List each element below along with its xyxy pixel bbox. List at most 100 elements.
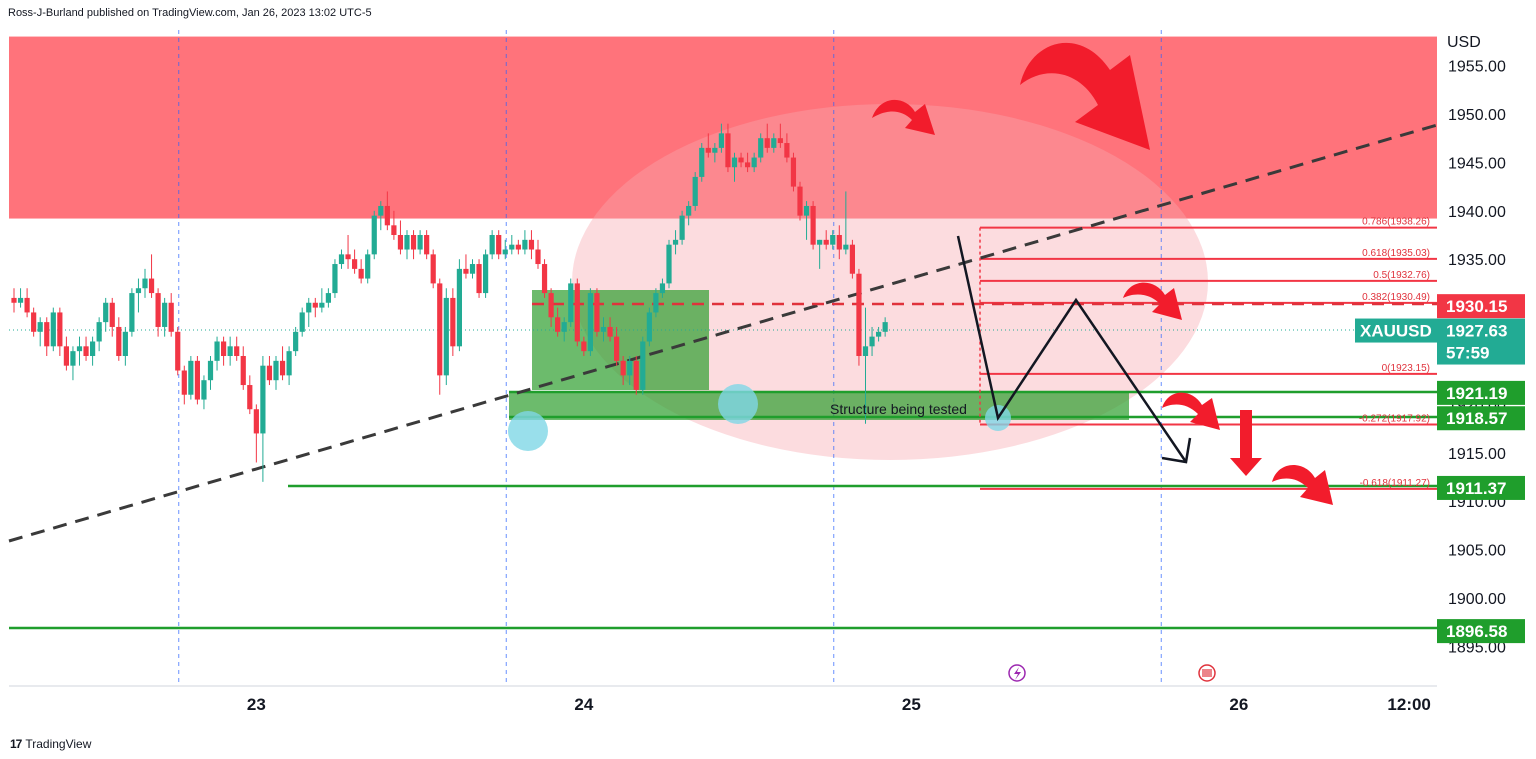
candle-body bbox=[148, 278, 155, 294]
price-level-value: 1918.57 bbox=[1446, 409, 1507, 428]
projection-path bbox=[956, 235, 1192, 464]
candle-body bbox=[299, 312, 305, 332]
price-level-value: 1921.19 bbox=[1446, 384, 1507, 403]
candle-body bbox=[175, 331, 181, 371]
candle-body bbox=[568, 283, 574, 323]
candle-body bbox=[201, 380, 207, 400]
candle-body bbox=[797, 186, 803, 216]
last-price-value: 1927.63 bbox=[1446, 322, 1507, 341]
fib-level-label: -0.618(1911.27) bbox=[1360, 478, 1430, 489]
candle-body bbox=[266, 365, 273, 381]
candle-body bbox=[751, 157, 757, 168]
highlight-ellipse bbox=[572, 104, 1208, 460]
candle-body bbox=[194, 360, 200, 400]
price-level-badge bbox=[1437, 380, 1525, 405]
candle-body bbox=[548, 293, 554, 318]
candle-body bbox=[718, 133, 724, 148]
fib-level-label: 0.618(1935.03) bbox=[1362, 248, 1430, 259]
candle-body bbox=[745, 162, 751, 168]
candle-body bbox=[509, 244, 515, 250]
candle-body bbox=[57, 312, 63, 347]
price-level-badge bbox=[1437, 406, 1525, 431]
price-tick-label: 1945.00 bbox=[1448, 155, 1506, 172]
candle-body bbox=[96, 322, 102, 342]
time-tick-label: 24 bbox=[574, 695, 593, 714]
candle-body bbox=[686, 205, 692, 216]
curved-arrow-icon bbox=[1123, 282, 1182, 320]
candle-body bbox=[214, 341, 220, 361]
candle-body bbox=[247, 385, 253, 410]
candle-body bbox=[522, 239, 528, 250]
structure-zone-box bbox=[509, 392, 1129, 420]
candle-body bbox=[836, 235, 842, 250]
publisher-credit: Ross-J-Burland published on TradingView.… bbox=[8, 7, 372, 19]
symbol-label: XAUUSD bbox=[1360, 322, 1432, 341]
candle-body bbox=[410, 235, 417, 250]
candle-body bbox=[450, 297, 456, 347]
candle-body bbox=[378, 205, 384, 216]
candle-body bbox=[528, 239, 535, 250]
fib-level-label: -0.272(1917.92) bbox=[1359, 414, 1430, 425]
candle-body bbox=[227, 346, 233, 356]
price-level-value: 1930.15 bbox=[1446, 297, 1507, 316]
candle-body bbox=[574, 283, 580, 342]
candle-body bbox=[31, 312, 37, 332]
candle-body bbox=[358, 268, 364, 279]
candle-body bbox=[541, 264, 548, 294]
price-tick-label: 1935.00 bbox=[1448, 252, 1506, 269]
candle-body bbox=[463, 268, 469, 274]
candle-body bbox=[17, 297, 24, 303]
candle-body bbox=[849, 244, 855, 274]
candle-body bbox=[332, 264, 338, 294]
down-arrows bbox=[872, 42, 1333, 505]
price-tick-label: 1950.00 bbox=[1448, 107, 1506, 124]
candle-body bbox=[286, 351, 292, 376]
candle-body bbox=[162, 302, 168, 327]
candle-body bbox=[856, 273, 862, 356]
candle-body bbox=[725, 133, 731, 168]
candle-body bbox=[672, 239, 679, 245]
candle-body bbox=[862, 346, 869, 356]
candle-body bbox=[240, 356, 246, 386]
swing-low-marker bbox=[508, 411, 548, 451]
candle-body bbox=[502, 249, 508, 255]
candle-body bbox=[24, 297, 30, 313]
candle-body bbox=[476, 264, 482, 294]
candle-body bbox=[640, 341, 646, 390]
down-arrow-icon bbox=[1230, 410, 1262, 476]
candle-body bbox=[633, 360, 639, 390]
candle-body bbox=[122, 331, 128, 356]
candle-body bbox=[777, 138, 783, 144]
candle-body bbox=[417, 235, 423, 250]
tradingview-logo-icon: 17 bbox=[10, 737, 22, 751]
candle-body bbox=[168, 302, 174, 332]
candle-body bbox=[823, 239, 829, 245]
fib-level-label: 0.786(1938.26) bbox=[1362, 217, 1430, 228]
candle-body bbox=[738, 157, 744, 163]
candle-body bbox=[810, 205, 816, 245]
candle-body bbox=[90, 341, 96, 356]
candle-body bbox=[11, 297, 17, 303]
candle-body bbox=[70, 351, 76, 366]
candle-body bbox=[876, 331, 882, 337]
lightning-icon bbox=[1014, 667, 1021, 680]
price-tick-label: 1905.00 bbox=[1448, 543, 1506, 560]
candle-body bbox=[830, 235, 836, 245]
candle-body bbox=[365, 254, 371, 279]
candle-body bbox=[731, 157, 738, 168]
candle-body bbox=[882, 322, 888, 332]
footer-brand: 17 TradingView bbox=[10, 737, 91, 751]
candle-body bbox=[391, 225, 397, 235]
candle-body bbox=[758, 138, 764, 158]
candle-body bbox=[371, 215, 377, 255]
candle-body bbox=[659, 283, 666, 294]
last-price-badge bbox=[1437, 318, 1525, 365]
candle-body bbox=[306, 302, 312, 313]
candle-body bbox=[338, 254, 345, 265]
candle-body bbox=[620, 360, 626, 376]
price-badges: 1930.15 XAUUSD 1927.63 57:59 1921.19 1918.57 1… bbox=[1355, 294, 1525, 644]
candle-body bbox=[142, 278, 148, 289]
candle-body bbox=[535, 249, 541, 265]
